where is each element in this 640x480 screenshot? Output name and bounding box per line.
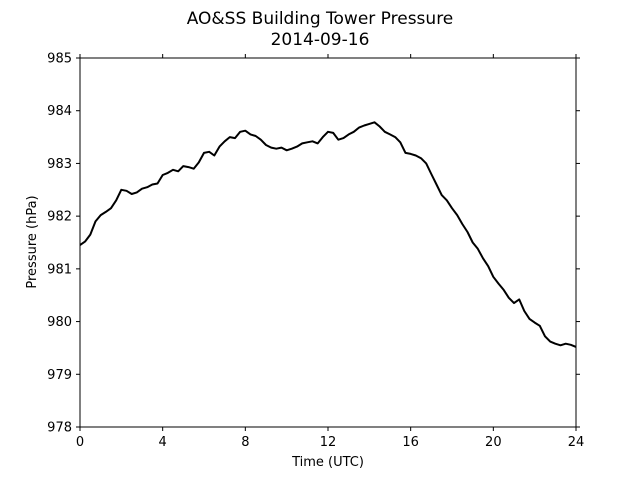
y-tick-label: 982 <box>47 210 72 225</box>
series-layer <box>79 121 577 348</box>
x-tick-label: 20 <box>485 435 502 450</box>
chart-title: AO&SS Building Tower Pressure <box>187 9 454 29</box>
y-tick-label: 985 <box>47 52 72 67</box>
y-tick-label: 978 <box>47 421 72 436</box>
y-tick-label: 983 <box>47 157 72 172</box>
y-tick-label: 979 <box>47 368 72 383</box>
chart-subtitle: 2014-09-16 <box>271 30 370 50</box>
pressure-line <box>79 121 577 348</box>
axis-ticks: 0 4 8 12 16 20 24 978 979 980 981 982 983 984 985 <box>47 52 584 451</box>
x-tick-label: 12 <box>320 435 337 450</box>
x-tick-label: 0 <box>76 435 84 450</box>
x-axis-label: Time (UTC) <box>291 455 364 470</box>
plot-frame <box>79 57 577 428</box>
y-tick-label: 980 <box>47 315 72 330</box>
y-tick-label: 981 <box>47 262 72 277</box>
x-tick-label: 16 <box>402 435 419 450</box>
x-tick-label: 24 <box>568 435 585 450</box>
x-tick-label: 4 <box>159 435 167 450</box>
y-axis-label: Pressure (hPa) <box>25 195 40 288</box>
x-tick-label: 8 <box>241 435 249 450</box>
y-tick-label: 984 <box>47 104 72 119</box>
